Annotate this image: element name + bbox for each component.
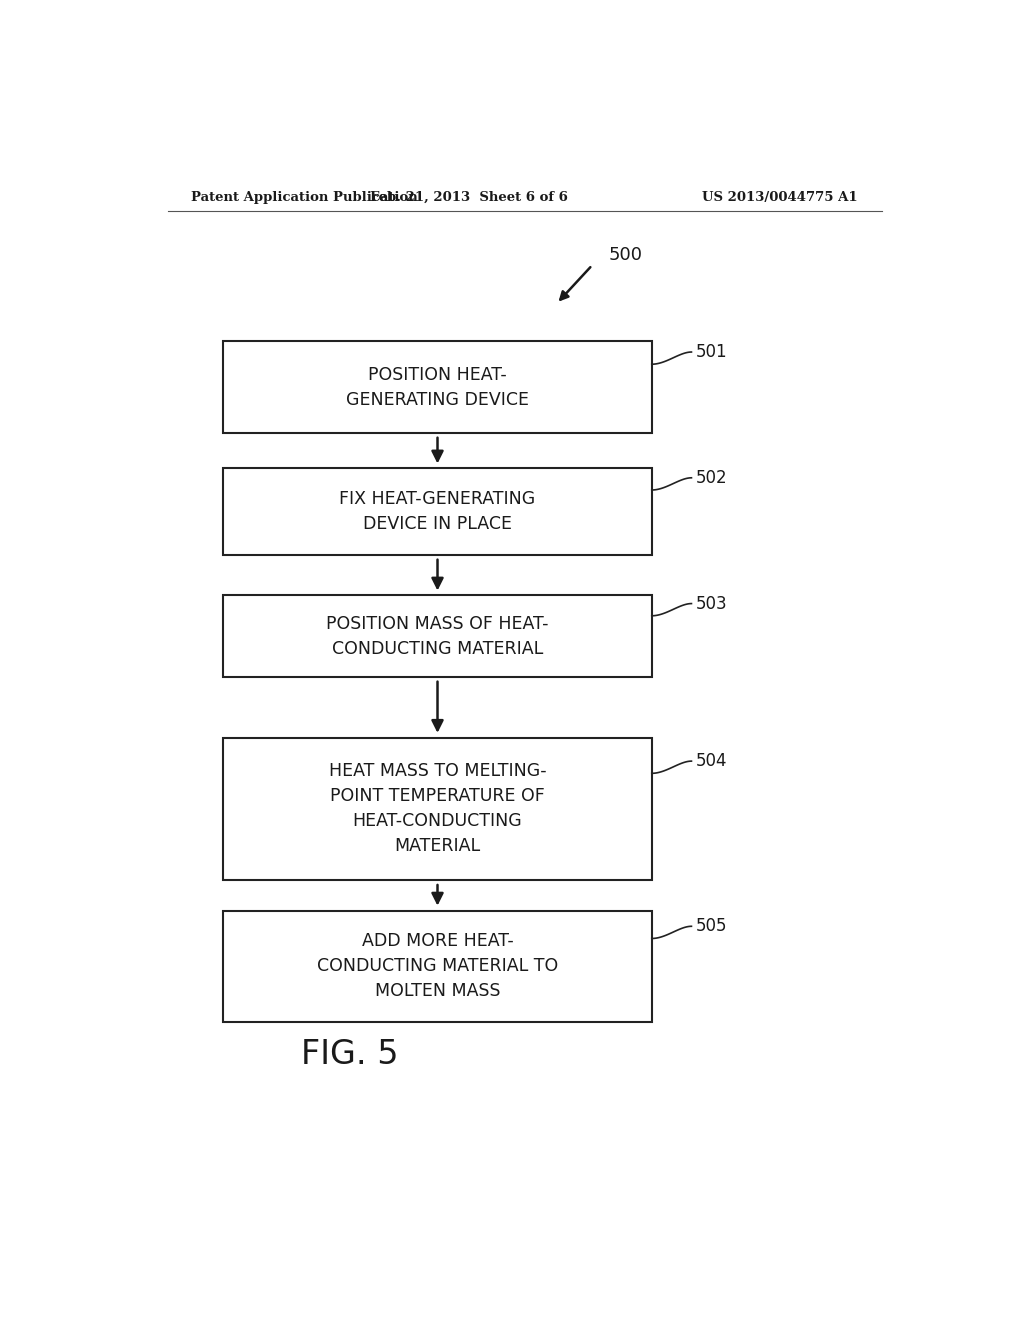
Bar [223, 595, 652, 677]
Text: Patent Application Publication: Patent Application Publication [191, 190, 418, 203]
Text: HEAT MASS TO MELTING-
POINT TEMPERATURE OF
HEAT-CONDUCTING
MATERIAL: HEAT MASS TO MELTING- POINT TEMPERATURE … [329, 763, 547, 855]
Text: 504: 504 [695, 752, 727, 770]
Bar [223, 738, 652, 880]
Text: 503: 503 [695, 594, 727, 612]
Text: 502: 502 [695, 469, 727, 487]
Text: Feb. 21, 2013  Sheet 6 of 6: Feb. 21, 2013 Sheet 6 of 6 [371, 190, 568, 203]
FancyArrowPatch shape [560, 267, 591, 300]
Bar [223, 911, 652, 1022]
Text: 501: 501 [695, 343, 727, 362]
Text: POSITION HEAT-
GENERATING DEVICE: POSITION HEAT- GENERATING DEVICE [346, 366, 529, 409]
Bar [223, 342, 652, 433]
Text: FIX HEAT-GENERATING
DEVICE IN PLACE: FIX HEAT-GENERATING DEVICE IN PLACE [339, 490, 536, 533]
Text: 505: 505 [695, 917, 727, 936]
Text: US 2013/0044775 A1: US 2013/0044775 A1 [702, 190, 858, 203]
Text: ADD MORE HEAT-
CONDUCTING MATERIAL TO
MOLTEN MASS: ADD MORE HEAT- CONDUCTING MATERIAL TO MO… [316, 932, 558, 1001]
Bar [223, 469, 652, 554]
Text: FIG. 5: FIG. 5 [301, 1039, 399, 1072]
Text: 500: 500 [608, 246, 642, 264]
Text: POSITION MASS OF HEAT-
CONDUCTING MATERIAL: POSITION MASS OF HEAT- CONDUCTING MATERI… [327, 615, 549, 657]
